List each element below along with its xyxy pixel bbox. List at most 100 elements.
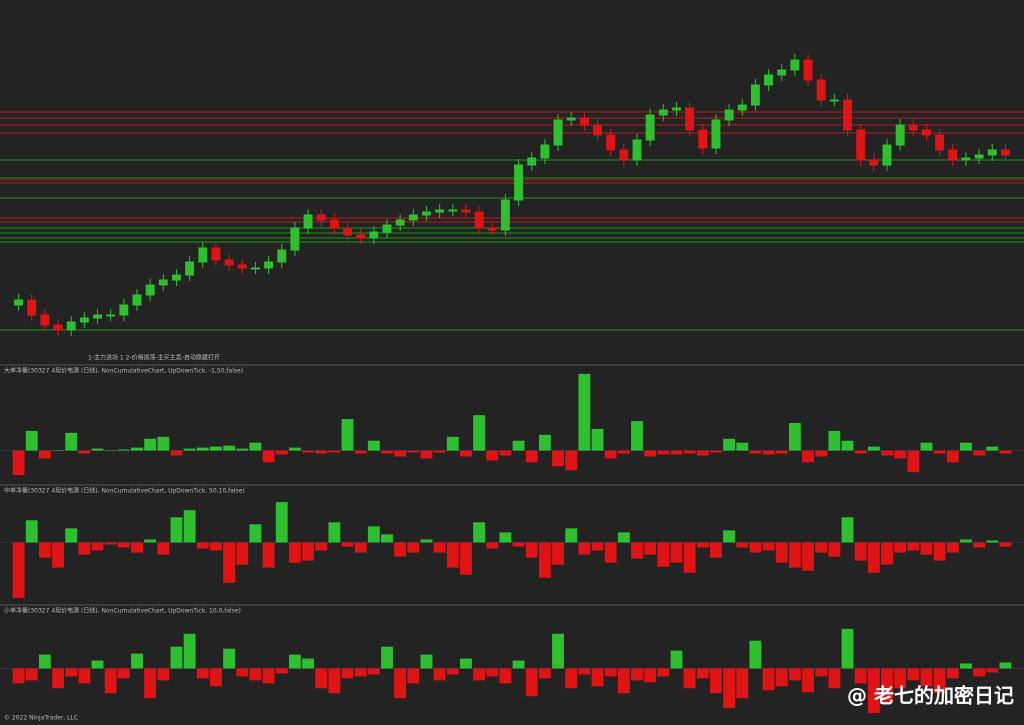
histogram-bar [302,542,314,561]
candle-body [408,214,418,221]
histogram-bar [328,522,341,543]
candle-body [961,157,971,161]
histogram-bar [762,542,775,551]
candle-body [382,224,392,233]
histogram-bar [670,542,683,563]
candle-body [14,299,24,306]
histogram-bar [578,373,591,451]
histogram-bar [775,668,788,687]
histogram-bar [946,450,959,463]
candle-body [685,107,695,131]
histogram-bar [394,668,407,699]
histogram-bar [552,450,564,467]
histogram-bar [683,542,696,573]
candle-body [974,154,984,159]
histogram-bar [525,668,538,697]
histogram-bar [894,450,907,459]
histogram-bar [802,450,814,463]
histogram-bar [341,668,354,679]
histogram-bar [367,440,380,451]
histogram-bar [552,542,564,565]
histogram-bar [986,446,999,451]
histogram-bar [631,421,643,451]
histogram-bar [973,668,986,677]
histogram-bar [657,450,670,455]
histogram-bar [815,542,828,553]
candle-body [514,164,524,201]
candle-body [474,211,484,229]
histogram-bar [183,633,196,669]
histogram-bar [973,542,986,548]
histogram-bar [920,442,933,451]
histogram-bar [788,668,801,681]
candle-body [948,149,958,161]
histogram-bar [249,524,262,543]
histogram-bar [223,648,236,669]
histogram-bar [249,668,262,681]
candle-body [303,214,313,229]
pane-label: 中单净量(30327 4现价电源 (日线), NonCumulativeChar… [4,487,245,495]
candle-body [237,264,247,269]
candle-body [422,211,431,216]
histogram-bar [828,668,841,689]
histogram-bar [552,633,564,669]
candle-body [93,314,102,319]
histogram-bar [736,442,749,451]
histogram-bar [499,532,512,543]
histogram-bar [788,542,801,568]
histogram-bar [696,542,709,548]
candle-body [566,117,576,121]
histogram-bar [617,668,630,694]
histogram-bar [157,436,170,451]
pane-label: 大单净量(30327 4现价电源 (日线), NonCumulativeChar… [4,367,243,375]
histogram-bar [644,450,657,457]
histogram-bar [131,447,143,451]
histogram-bar [999,450,1012,454]
candle-body [606,134,616,151]
histogram-bar [78,668,91,684]
candle-body [908,124,918,131]
candle-body [487,227,497,231]
histogram-bar [578,668,591,675]
histogram-bar [723,668,736,709]
histogram-bar [960,539,972,543]
histogram-bar [499,450,512,456]
histogram-bar [670,450,683,455]
histogram-bar [696,668,709,679]
histogram-bar [867,542,880,573]
histogram-bar [749,542,762,553]
candle-body [935,134,945,151]
histogram-bar [933,668,946,694]
histogram-bar [52,450,64,452]
candle-body [185,261,195,276]
candle-body [211,247,221,261]
histogram-bar [288,654,301,669]
histogram-bar [315,542,328,551]
histogram-bar [65,432,78,451]
histogram-bar [525,542,538,558]
histogram-bar [328,450,341,453]
histogram-bar [973,450,986,456]
candle-body [79,317,89,323]
histogram-bar [460,658,472,669]
candle-body [829,99,839,102]
candle-body [619,149,629,161]
histogram-bar [288,542,301,563]
histogram-bar [538,434,551,451]
histogram-bar [617,450,630,454]
histogram-bar [815,668,828,677]
histogram-bar [841,628,854,669]
candle-body [500,199,510,231]
candle-body [277,249,287,263]
histogram-bar [65,668,78,677]
histogram-bar [394,542,407,557]
histogram-bar [670,650,683,669]
histogram-bar [223,542,236,583]
histogram-bar [275,502,288,543]
histogram-bar [617,532,630,543]
histogram-bar [288,447,301,451]
histogram-bar [328,668,341,694]
candle-body [777,69,787,76]
